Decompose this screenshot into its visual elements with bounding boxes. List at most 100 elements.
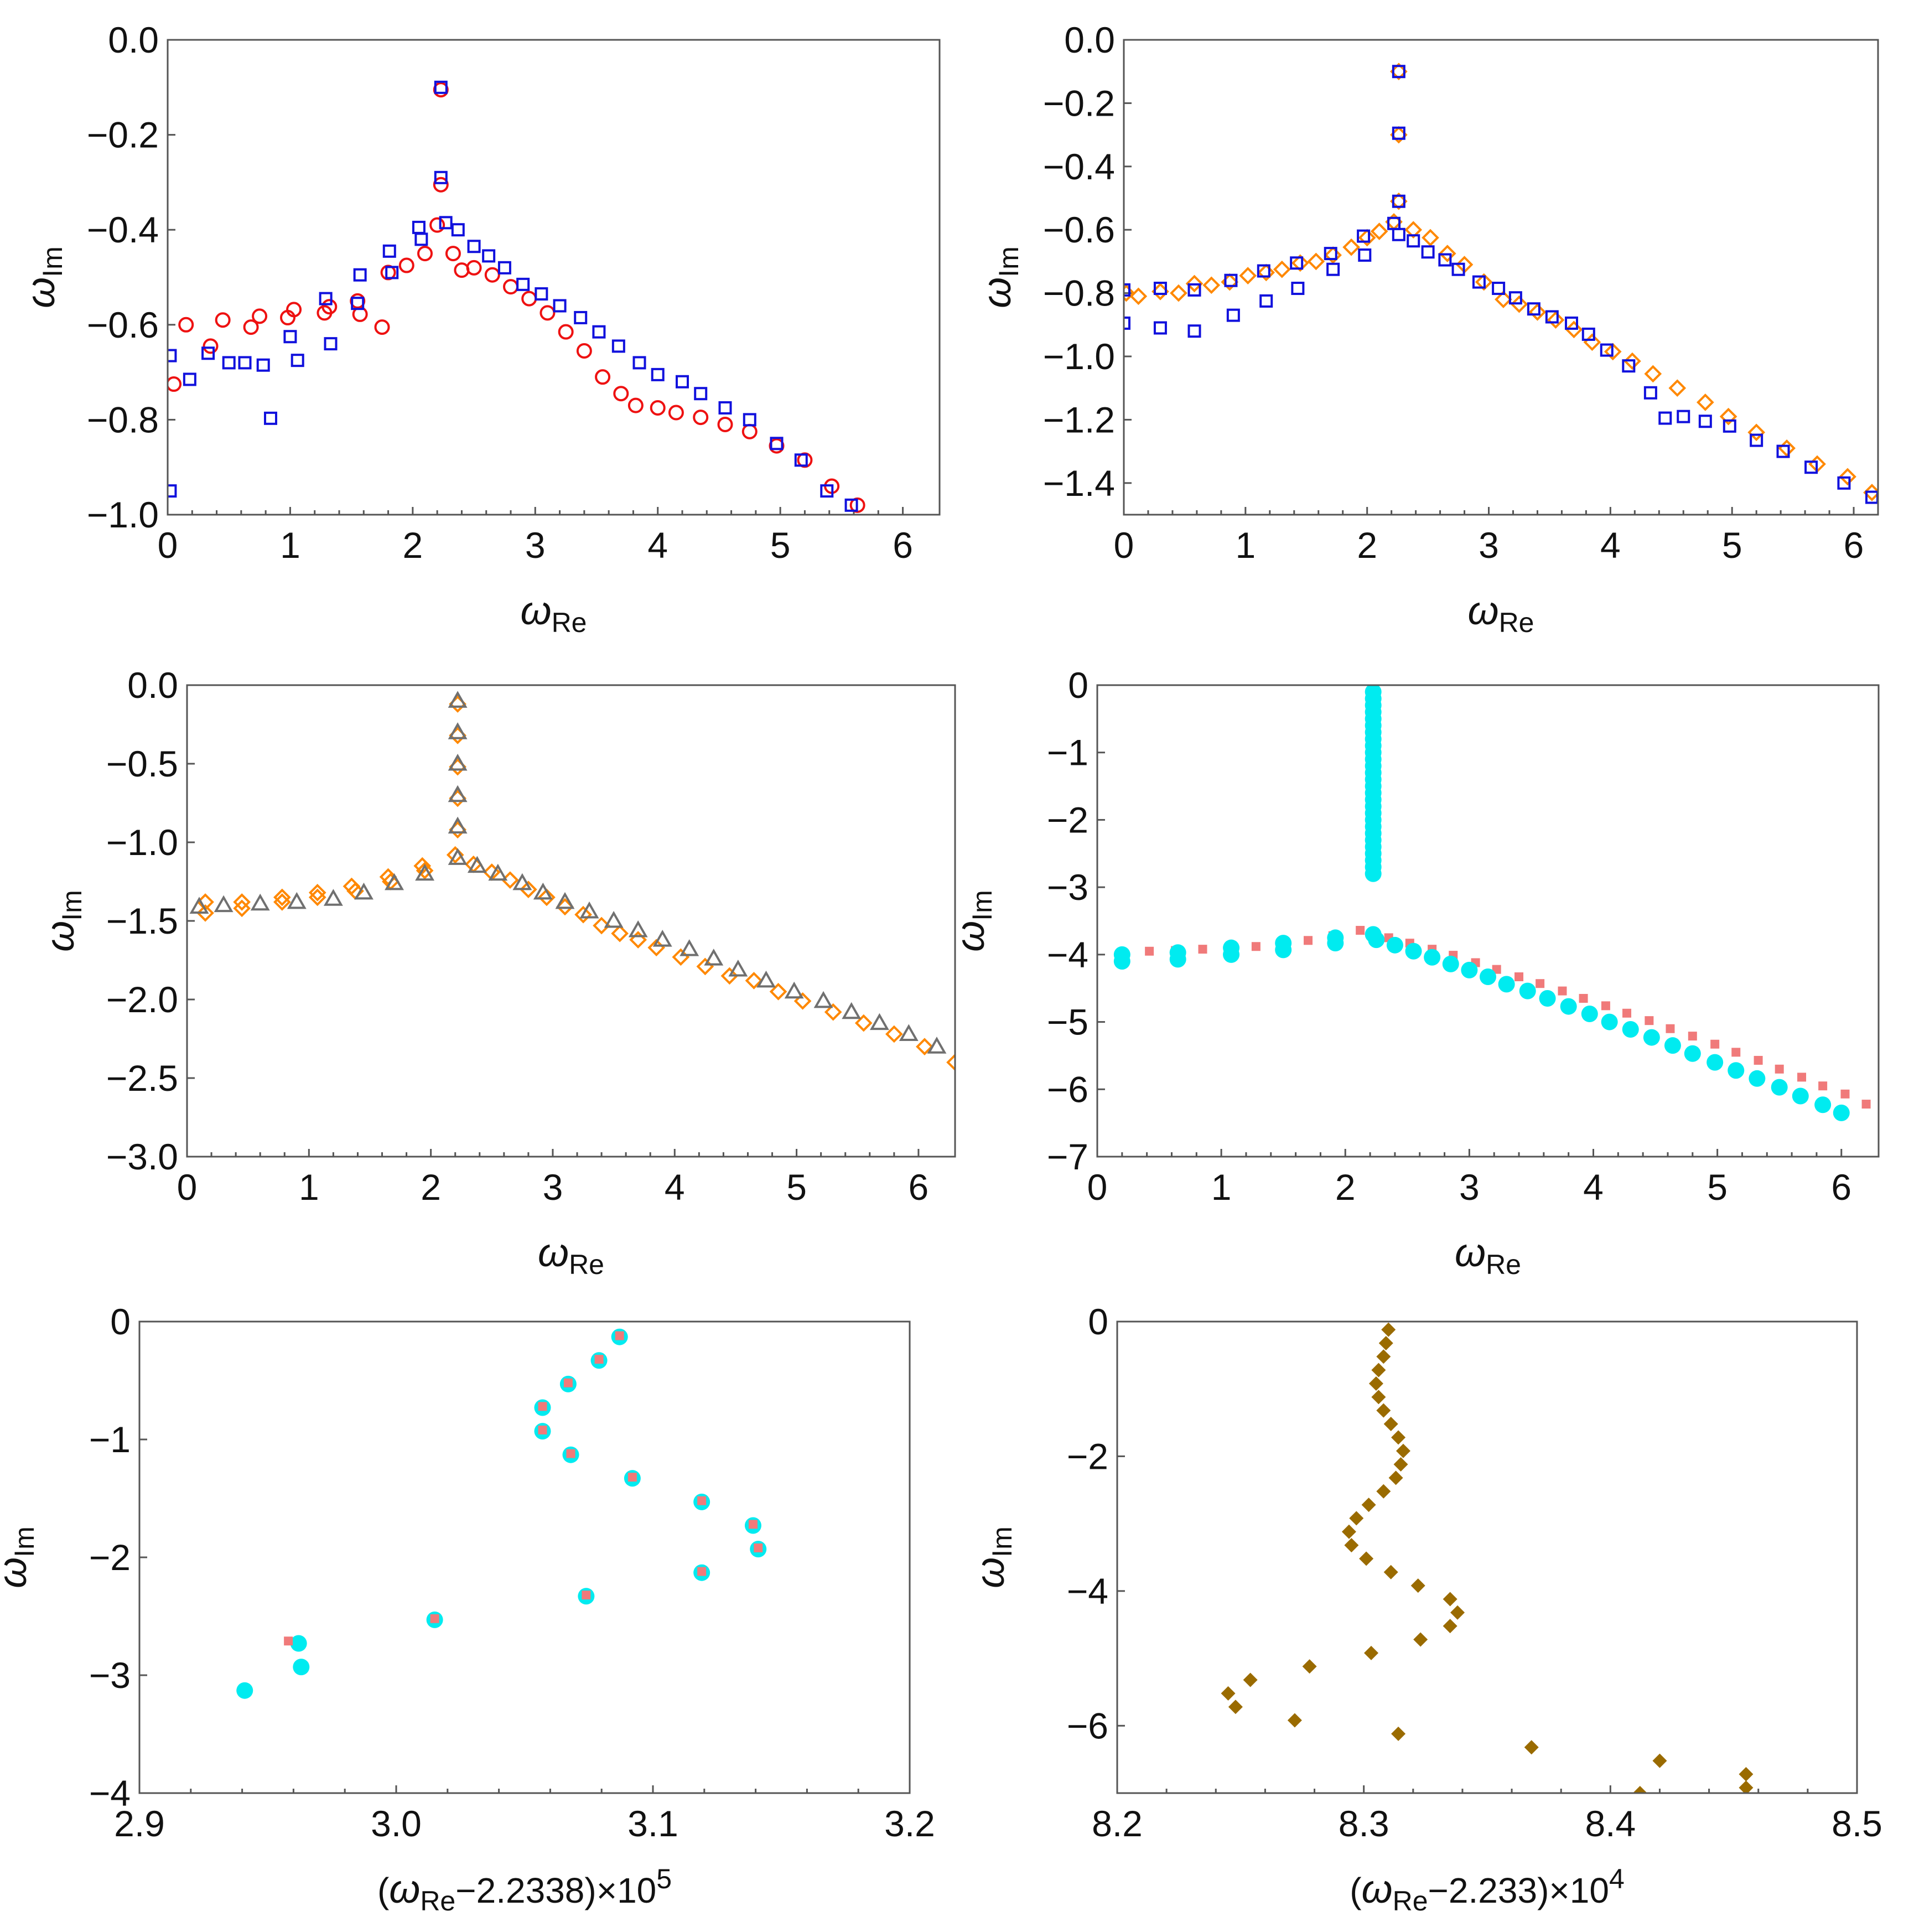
data-point-square-open	[1600, 343, 1614, 357]
data-point-circle-open	[352, 306, 368, 322]
data-point-diamond-filled	[1221, 1686, 1236, 1701]
data-point-square-open	[385, 266, 399, 279]
data-point-diamond-filled	[1413, 1632, 1428, 1647]
data-point-square-open	[1290, 256, 1304, 270]
data-point-square-open	[1643, 386, 1657, 400]
data-point-square-open	[1451, 262, 1465, 276]
data-point-circle-open	[627, 397, 644, 413]
data-point-diamond-open	[745, 972, 763, 990]
data-point-diamond-open	[1510, 295, 1528, 313]
data-point-triangle-open	[512, 873, 532, 890]
data-point-circle-filled	[1581, 1005, 1598, 1022]
data-point-square-open	[1124, 316, 1130, 330]
data-point-diamond-open	[1747, 423, 1765, 442]
data-point-diamond-open	[413, 857, 432, 875]
x-tick-label: 3.1	[627, 1803, 678, 1844]
data-point-circle-open	[668, 405, 684, 421]
data-point-circle-filled	[1792, 1087, 1809, 1105]
data-point-square-filled	[538, 1425, 547, 1434]
data-point-circle-filled	[1275, 941, 1292, 959]
data-point-diamond-open	[1257, 263, 1275, 282]
data-point-square-open	[611, 339, 625, 353]
data-point-square-open	[291, 354, 304, 367]
data-point-square-open	[1324, 247, 1337, 261]
data-point-square-open	[264, 411, 277, 425]
y-tick-label: −6	[1067, 1705, 1108, 1746]
data-point-square-filled	[1145, 946, 1154, 956]
y-tick-label: −0.5	[106, 743, 178, 784]
data-point-square-open	[1153, 282, 1167, 296]
data-point-circle-filled	[1461, 961, 1478, 978]
x-tick-label: 5	[786, 1167, 807, 1208]
data-point-diamond-filled	[1393, 1457, 1408, 1472]
data-point-triangle-open	[323, 889, 343, 906]
data-points	[189, 691, 955, 1071]
data-point-triangle-open	[628, 920, 648, 937]
data-point-diamond-open	[854, 1014, 873, 1032]
data-point-diamond-filled	[1381, 1322, 1396, 1337]
data-point-square-open	[319, 292, 333, 305]
data-point-circle-open	[178, 317, 194, 333]
data-point-square-open	[1545, 310, 1559, 324]
y-tick-label: −4	[89, 1773, 131, 1814]
chart-panel-2: 0 1 2 3 4 5 6 −1.4 −1.2 −1.0 −0.8 −0.6 −0.4 −0.2 0.0 ωR…	[975, 19, 1879, 638]
data-point-diamond-filled	[1739, 1767, 1754, 1781]
y-tick-label: −4	[1047, 934, 1088, 975]
x-tick-label: 3	[543, 1167, 563, 1208]
data-point-circle-open	[398, 257, 414, 273]
data-point-diamond-filled	[1450, 1605, 1465, 1620]
y-tick-label: 0	[110, 1301, 131, 1342]
x-tick-label: 1	[280, 525, 300, 566]
data-point-triangle-open	[533, 882, 553, 900]
data-point-square-filled	[1710, 1039, 1720, 1049]
data-point-circle-open	[445, 246, 461, 262]
data-point-square-open	[1226, 308, 1240, 322]
data-point-circle-open	[433, 177, 449, 193]
data-point-diamond-open	[416, 862, 434, 879]
data-point-diamond-open	[629, 931, 647, 949]
data-point-diamond-open	[1547, 311, 1565, 329]
data-point-square-open	[1392, 65, 1405, 79]
data-point-square-open	[651, 367, 665, 381]
data-point-triangle-open	[680, 939, 699, 956]
data-point-circle-filled	[1113, 953, 1130, 970]
data-point-triangle-open	[704, 949, 724, 966]
data-point-square-open	[351, 297, 365, 310]
data-point-diamond-filled	[1378, 1335, 1393, 1350]
data-point-diamond-filled	[1524, 1740, 1539, 1755]
data-point-diamond-open	[824, 1003, 842, 1021]
data-point-diamond-open	[1863, 484, 1878, 501]
y-tick-label: −1.0	[106, 822, 178, 863]
data-point-circle-open	[168, 376, 182, 392]
data-point-circle-filled	[236, 1682, 253, 1699]
data-point-square-open	[535, 287, 548, 301]
data-point-square-open	[553, 299, 567, 313]
y-tick-label: −0.4	[1043, 146, 1115, 187]
data-point-diamond-open	[308, 884, 326, 902]
data-point-square-open	[1124, 283, 1130, 297]
data-point-circle-filled	[290, 1635, 307, 1652]
data-point-diamond-open	[916, 1038, 933, 1056]
y-tick-label: −1.0	[1043, 336, 1115, 377]
data-point-diamond-filled	[1376, 1484, 1391, 1499]
data-point-circle-filled	[293, 1659, 310, 1676]
data-point-square-open	[183, 372, 196, 386]
data-point-square-open	[1421, 245, 1435, 259]
data-point-square-filled	[754, 1543, 763, 1552]
data-point-diamond-open	[538, 888, 556, 907]
x-tick-label: 2	[402, 525, 423, 566]
data-point-square-filled	[594, 1355, 604, 1364]
x-tick-label: 5	[1707, 1167, 1728, 1208]
x-axis-label: (ωRe−2.233)×104	[1350, 1863, 1625, 1917]
data-point-circle-filled	[1539, 990, 1556, 1007]
x-tick-label: 2	[421, 1167, 441, 1208]
y-tick-label: −2	[1047, 799, 1088, 840]
data-point-diamond-filled	[1410, 1578, 1425, 1593]
y-tick-label: −2.5	[106, 1058, 178, 1099]
x-tick-label: 8.2	[1092, 1803, 1143, 1844]
data-point-square-filled	[1840, 1089, 1850, 1099]
data-point-square-open	[1492, 282, 1506, 296]
x-axis-label: (ωRe−2.2338)×105	[377, 1863, 672, 1917]
data-point-triangle-open	[869, 1013, 889, 1030]
data-point-triangle-open	[813, 991, 833, 1008]
